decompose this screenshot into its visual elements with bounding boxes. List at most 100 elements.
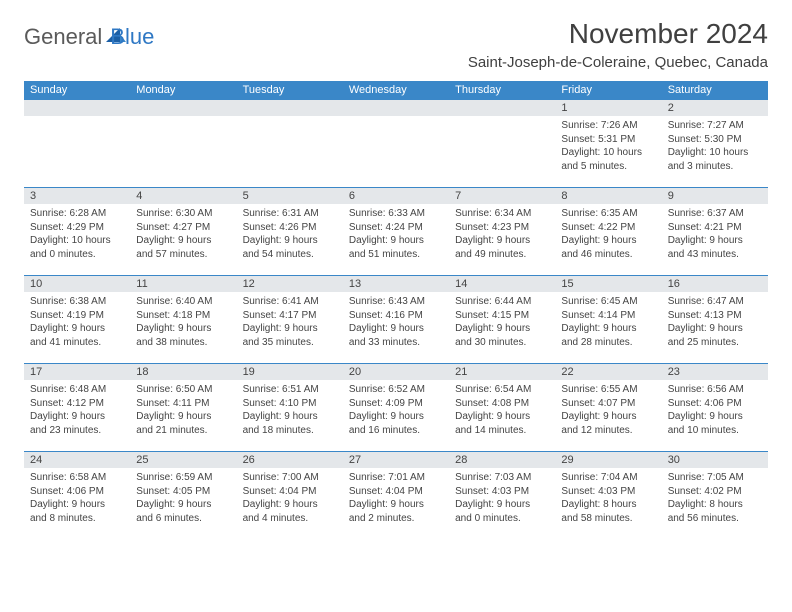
day-details: Sunrise: 6:50 AMSunset: 4:11 PMDaylight:… bbox=[130, 380, 236, 440]
sunrise-text: Sunrise: 6:30 AM bbox=[136, 207, 230, 221]
day-details: Sunrise: 6:33 AMSunset: 4:24 PMDaylight:… bbox=[343, 204, 449, 264]
weekday-header: Monday bbox=[130, 81, 236, 100]
calendar-day-cell bbox=[449, 100, 555, 188]
day-details: Sunrise: 6:40 AMSunset: 4:18 PMDaylight:… bbox=[130, 292, 236, 352]
sunrise-text: Sunrise: 6:34 AM bbox=[455, 207, 549, 221]
calendar-day-cell: 4Sunrise: 6:30 AMSunset: 4:27 PMDaylight… bbox=[130, 188, 236, 276]
day-number: 14 bbox=[449, 276, 555, 292]
sunrise-text: Sunrise: 6:51 AM bbox=[243, 383, 337, 397]
day-number: 26 bbox=[237, 452, 343, 468]
sunset-text: Sunset: 5:31 PM bbox=[561, 133, 655, 147]
day-details: Sunrise: 6:45 AMSunset: 4:14 PMDaylight:… bbox=[555, 292, 661, 352]
daylight-text: Daylight: 9 hours and 6 minutes. bbox=[136, 498, 230, 525]
daylight-text: Daylight: 10 hours and 3 minutes. bbox=[668, 146, 762, 173]
calendar-day-cell bbox=[237, 100, 343, 188]
daylight-text: Daylight: 9 hours and 12 minutes. bbox=[561, 410, 655, 437]
calendar-day-cell bbox=[24, 100, 130, 188]
day-details: Sunrise: 6:44 AMSunset: 4:15 PMDaylight:… bbox=[449, 292, 555, 352]
sunset-text: Sunset: 4:05 PM bbox=[136, 485, 230, 499]
sunset-text: Sunset: 4:14 PM bbox=[561, 309, 655, 323]
day-number: 5 bbox=[237, 188, 343, 204]
calendar-day-cell: 20Sunrise: 6:52 AMSunset: 4:09 PMDayligh… bbox=[343, 364, 449, 452]
sunrise-text: Sunrise: 6:37 AM bbox=[668, 207, 762, 221]
calendar-week-row: 3Sunrise: 6:28 AMSunset: 4:29 PMDaylight… bbox=[24, 188, 768, 276]
day-details: Sunrise: 6:56 AMSunset: 4:06 PMDaylight:… bbox=[662, 380, 768, 440]
sunset-text: Sunset: 4:09 PM bbox=[349, 397, 443, 411]
day-details: Sunrise: 7:04 AMSunset: 4:03 PMDaylight:… bbox=[555, 468, 661, 528]
sunrise-text: Sunrise: 6:58 AM bbox=[30, 471, 124, 485]
calendar-day-cell: 23Sunrise: 6:56 AMSunset: 4:06 PMDayligh… bbox=[662, 364, 768, 452]
sunset-text: Sunset: 5:30 PM bbox=[668, 133, 762, 147]
sunset-text: Sunset: 4:03 PM bbox=[561, 485, 655, 499]
calendar-day-cell: 15Sunrise: 6:45 AMSunset: 4:14 PMDayligh… bbox=[555, 276, 661, 364]
calendar-day-cell: 25Sunrise: 6:59 AMSunset: 4:05 PMDayligh… bbox=[130, 452, 236, 540]
calendar-day-cell: 27Sunrise: 7:01 AMSunset: 4:04 PMDayligh… bbox=[343, 452, 449, 540]
calendar-day-cell: 30Sunrise: 7:05 AMSunset: 4:02 PMDayligh… bbox=[662, 452, 768, 540]
calendar-day-cell: 7Sunrise: 6:34 AMSunset: 4:23 PMDaylight… bbox=[449, 188, 555, 276]
day-number: 8 bbox=[555, 188, 661, 204]
daylight-text: Daylight: 9 hours and 51 minutes. bbox=[349, 234, 443, 261]
weekday-header: Friday bbox=[555, 81, 661, 100]
calendar-day-cell: 12Sunrise: 6:41 AMSunset: 4:17 PMDayligh… bbox=[237, 276, 343, 364]
sunset-text: Sunset: 4:07 PM bbox=[561, 397, 655, 411]
day-number: 12 bbox=[237, 276, 343, 292]
sunset-text: Sunset: 4:04 PM bbox=[243, 485, 337, 499]
daylight-text: Daylight: 9 hours and 30 minutes. bbox=[455, 322, 549, 349]
day-details: Sunrise: 6:30 AMSunset: 4:27 PMDaylight:… bbox=[130, 204, 236, 264]
page-header: General Blue November 2024 Saint-Joseph-… bbox=[24, 18, 768, 71]
calendar-day-cell: 6Sunrise: 6:33 AMSunset: 4:24 PMDaylight… bbox=[343, 188, 449, 276]
daylight-text: Daylight: 9 hours and 4 minutes. bbox=[243, 498, 337, 525]
sunset-text: Sunset: 4:16 PM bbox=[349, 309, 443, 323]
location-subtitle: Saint-Joseph-de-Coleraine, Quebec, Canad… bbox=[468, 54, 768, 71]
day-number: 6 bbox=[343, 188, 449, 204]
daylight-text: Daylight: 9 hours and 25 minutes. bbox=[668, 322, 762, 349]
daylight-text: Daylight: 9 hours and 43 minutes. bbox=[668, 234, 762, 261]
sunset-text: Sunset: 4:08 PM bbox=[455, 397, 549, 411]
day-number: 27 bbox=[343, 452, 449, 468]
day-details: Sunrise: 6:31 AMSunset: 4:26 PMDaylight:… bbox=[237, 204, 343, 264]
sunrise-text: Sunrise: 6:52 AM bbox=[349, 383, 443, 397]
calendar-day-cell: 22Sunrise: 6:55 AMSunset: 4:07 PMDayligh… bbox=[555, 364, 661, 452]
day-number: 11 bbox=[130, 276, 236, 292]
day-number: 2 bbox=[662, 100, 768, 116]
sunset-text: Sunset: 4:03 PM bbox=[455, 485, 549, 499]
weekday-header: Saturday bbox=[662, 81, 768, 100]
daylight-text: Daylight: 9 hours and 35 minutes. bbox=[243, 322, 337, 349]
sunrise-text: Sunrise: 7:01 AM bbox=[349, 471, 443, 485]
sunrise-text: Sunrise: 7:05 AM bbox=[668, 471, 762, 485]
sunrise-text: Sunrise: 6:28 AM bbox=[30, 207, 124, 221]
sunrise-text: Sunrise: 7:03 AM bbox=[455, 471, 549, 485]
day-number bbox=[24, 100, 130, 116]
day-number: 15 bbox=[555, 276, 661, 292]
daylight-text: Daylight: 9 hours and 10 minutes. bbox=[668, 410, 762, 437]
calendar-day-cell: 19Sunrise: 6:51 AMSunset: 4:10 PMDayligh… bbox=[237, 364, 343, 452]
day-details: Sunrise: 6:43 AMSunset: 4:16 PMDaylight:… bbox=[343, 292, 449, 352]
weekday-header: Wednesday bbox=[343, 81, 449, 100]
calendar-day-cell: 14Sunrise: 6:44 AMSunset: 4:15 PMDayligh… bbox=[449, 276, 555, 364]
daylight-text: Daylight: 9 hours and 28 minutes. bbox=[561, 322, 655, 349]
sunset-text: Sunset: 4:04 PM bbox=[349, 485, 443, 499]
calendar-day-cell: 24Sunrise: 6:58 AMSunset: 4:06 PMDayligh… bbox=[24, 452, 130, 540]
day-number: 19 bbox=[237, 364, 343, 380]
daylight-text: Daylight: 9 hours and 23 minutes. bbox=[30, 410, 124, 437]
weekday-header: Sunday bbox=[24, 81, 130, 100]
calendar-day-cell: 28Sunrise: 7:03 AMSunset: 4:03 PMDayligh… bbox=[449, 452, 555, 540]
sunrise-text: Sunrise: 6:43 AM bbox=[349, 295, 443, 309]
sunrise-text: Sunrise: 7:27 AM bbox=[668, 119, 762, 133]
sunset-text: Sunset: 4:10 PM bbox=[243, 397, 337, 411]
day-number: 13 bbox=[343, 276, 449, 292]
day-details: Sunrise: 7:00 AMSunset: 4:04 PMDaylight:… bbox=[237, 468, 343, 528]
sunrise-text: Sunrise: 6:38 AM bbox=[30, 295, 124, 309]
day-details: Sunrise: 6:35 AMSunset: 4:22 PMDaylight:… bbox=[555, 204, 661, 264]
sunrise-text: Sunrise: 6:41 AM bbox=[243, 295, 337, 309]
day-number: 24 bbox=[24, 452, 130, 468]
day-details: Sunrise: 6:34 AMSunset: 4:23 PMDaylight:… bbox=[449, 204, 555, 264]
day-number: 23 bbox=[662, 364, 768, 380]
sunrise-text: Sunrise: 6:45 AM bbox=[561, 295, 655, 309]
sunset-text: Sunset: 4:23 PM bbox=[455, 221, 549, 235]
day-details: Sunrise: 6:55 AMSunset: 4:07 PMDaylight:… bbox=[555, 380, 661, 440]
daylight-text: Daylight: 9 hours and 8 minutes. bbox=[30, 498, 124, 525]
sunset-text: Sunset: 4:18 PM bbox=[136, 309, 230, 323]
day-number bbox=[130, 100, 236, 116]
calendar-week-row: 1Sunrise: 7:26 AMSunset: 5:31 PMDaylight… bbox=[24, 100, 768, 188]
